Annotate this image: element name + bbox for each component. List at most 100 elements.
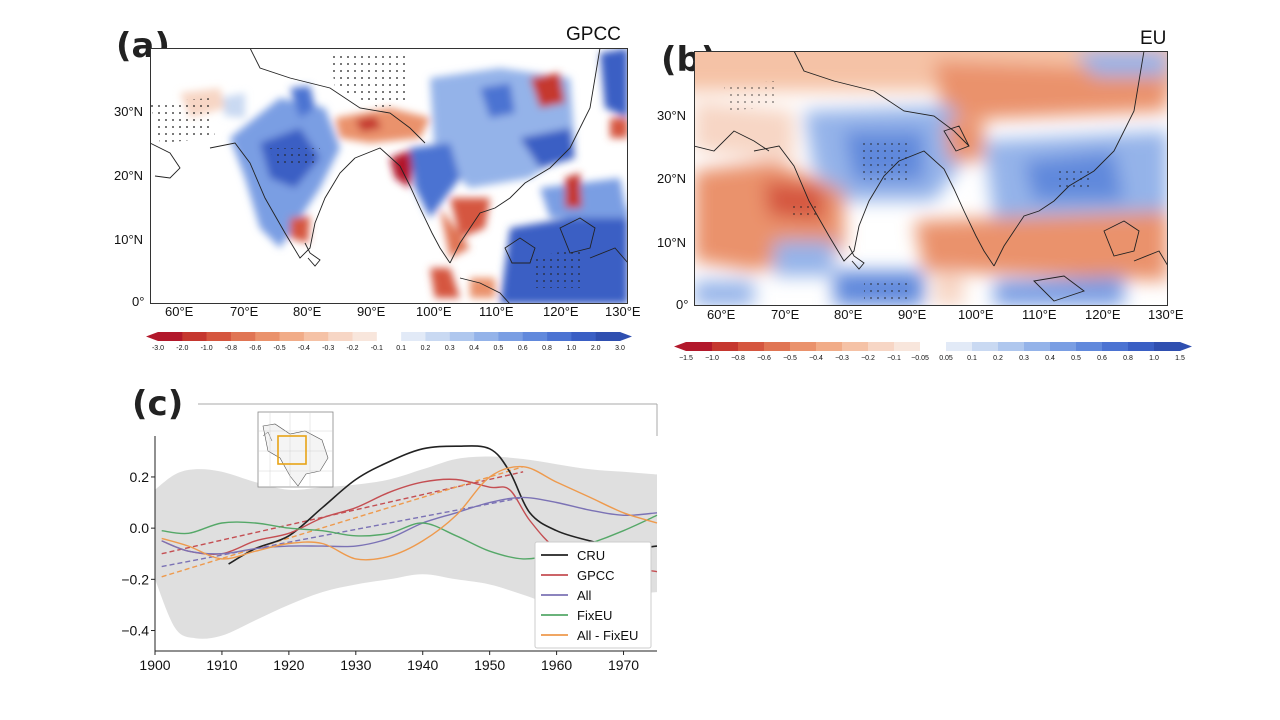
panel-b-colorbar-segment	[1024, 342, 1051, 351]
panel-b-colorbar-tick-label: −0.5	[783, 355, 797, 362]
panel-b-map	[694, 51, 1168, 306]
panel-a-colorbar-tick-label: -0.1	[371, 345, 383, 352]
panel-a-colorbar-segment	[547, 332, 572, 341]
panel-a-lon-label: 80°E	[293, 304, 322, 319]
panel-b-colorbar-tick-label: 1.5	[1175, 355, 1185, 362]
panel-b-colorbar-tick-label: −0.3	[835, 355, 849, 362]
panel-b-colorbar-tick-label: −0.8	[731, 355, 745, 362]
panel-b-colorbar-tick-label: 0.1	[967, 355, 977, 362]
panel-b-lat-label: 10°N	[657, 235, 687, 250]
panel-b-colorbar-tick-label: 0.5	[1071, 355, 1081, 362]
panel-a-lon-label: 100°E	[416, 304, 452, 319]
panel-b-colorbar-segment	[1154, 342, 1181, 351]
x-tick-label: 1960	[541, 657, 572, 673]
panel-b-title: EU	[1140, 28, 1167, 49]
panel-a-colorbar-segment	[425, 332, 451, 341]
legend-label: All - FixEU	[577, 628, 638, 643]
panel-a-colorbar-segment	[376, 332, 402, 341]
panel-a-colorbar-tick-label: -2.0	[176, 345, 188, 352]
panel-b-colorbar-segment	[946, 342, 973, 351]
panel-a-colorbar-segment	[206, 332, 232, 341]
panel-b-colorbar-tick-label: −0.4	[809, 355, 823, 362]
panel-a-colorbar-tick-label: -0.4	[298, 345, 310, 352]
panel-b-colorbar-tick-label: −0.2	[861, 355, 875, 362]
panel-a-lon-label: 70°E	[230, 304, 259, 319]
panel-c-timeseries-chart: 0.2 0.0 −0.2 −0.4 1900 1910 1920 1930 1940 1950 19…	[121, 403, 658, 673]
panel-a-colorbar-arrow-right	[620, 332, 632, 341]
x-tick-label: 1930	[340, 657, 371, 673]
panel-a-lon-label: 60°E	[165, 304, 194, 319]
panel-a-colorbar-tick-label: 3.0	[615, 345, 625, 352]
panel-b-colorbar-segment	[998, 342, 1025, 351]
panel-b-colorbar-segment	[1050, 342, 1077, 351]
panel-c-letter: (c)	[132, 384, 184, 424]
panel-b-colorbar-tick-label: 0.6	[1097, 355, 1107, 362]
x-tick-label: 1940	[407, 657, 438, 673]
x-tick-label: 1910	[206, 657, 237, 673]
chart-legend: CRU GPCC All FixEU All - FixEU	[534, 541, 652, 649]
panel-b-colorbar-arrow-right	[1180, 342, 1192, 351]
panel-b-colorbar-tick-label: −0.6	[757, 355, 771, 362]
panel-a-colorbar-tick-label: 0.1	[396, 345, 406, 352]
inset-location-map	[257, 411, 334, 488]
panel-a-colorbar-tick-label: 0.2	[421, 345, 431, 352]
legend-label: GPCC	[577, 568, 615, 583]
panel-a-colorbar-segment	[303, 332, 329, 341]
panel-b-lon-label: 90°E	[898, 307, 927, 322]
panel-b-colorbar: −1.5 −1.0 −0.8 −0.6 −0.5 −0.4 −0.3 −0.2 −0.1 −0.0…	[674, 342, 1192, 362]
panel-b-colorbar-segment	[712, 342, 739, 351]
panel-b-colorbar-tick-label: 0.8	[1123, 355, 1133, 362]
x-tick-label: 1900	[139, 657, 170, 673]
panel-a-colorbar-tick-label: 0.4	[469, 345, 479, 352]
panel-a-anomaly-field	[180, 48, 628, 304]
inset-region-box	[277, 435, 307, 465]
panel-b-colorbar-arrow-left	[674, 342, 686, 351]
panel-a-lon-label: 120°E	[543, 304, 579, 319]
x-tick-label: 1970	[608, 657, 639, 673]
panel-b-colorbar-tick-label: −1.0	[705, 355, 719, 362]
panel-b-colorbar-tick-label: 0.05	[939, 355, 953, 362]
series-line-all	[161, 496, 658, 555]
panel-b-colorbar-segment	[842, 342, 869, 351]
panel-b-colorbar-tick-label: −0.1	[887, 355, 901, 362]
panel-a-colorbar-segment	[230, 332, 256, 341]
y-tick-label: 0.2	[130, 469, 150, 485]
panel-a-colorbar: -3.0 -2.0 -1.0 -0.8 -0.6 -0.5 -0.4 -0.3 -0.2 -0.1…	[146, 332, 632, 352]
panel-b-colorbar-segment	[920, 342, 947, 351]
legend-label: FixEU	[577, 608, 612, 623]
panel-a-colorbar-tick-label: 1.0	[567, 345, 577, 352]
panel-a-lat-label: 0°	[132, 294, 145, 309]
panel-b-colorbar-tick-label: −0.05	[911, 355, 929, 362]
panel-b-colorbar-segment	[1076, 342, 1103, 351]
panel-a-colorbar-segment	[449, 332, 475, 341]
panel-a-colorbar-segment	[182, 332, 207, 341]
panel-a-colorbar-tick-label: 0.5	[494, 345, 504, 352]
panel-a-colorbar-tick-label: -0.2	[346, 345, 358, 352]
panel-b-lat-label: 30°N	[657, 108, 687, 123]
panel-b-colorbar-tick-label: −1.5	[679, 355, 693, 362]
panel-a-colorbar-tick-label: -3.0	[152, 345, 164, 352]
panel-b-colorbar-segment	[738, 342, 765, 351]
x-tick-label: 1920	[273, 657, 304, 673]
panel-a-lon-label: 90°E	[357, 304, 386, 319]
panel-a-colorbar-segment	[352, 332, 378, 341]
panel-b-colorbar-tick-label: 0.3	[1019, 355, 1029, 362]
y-tick-label: −0.2	[121, 571, 149, 587]
trend-line-all-fixeu	[161, 466, 524, 578]
y-tick-label: −0.4	[121, 623, 149, 639]
panel-a-colorbar-segment	[328, 332, 353, 341]
panel-a-colorbar-tick-label: 2.0	[591, 345, 601, 352]
series-line-all-fixeu	[161, 465, 658, 561]
panel-a-colorbar-tick-label: -0.5	[274, 345, 286, 352]
panel-b-colorbar-segment	[816, 342, 843, 351]
panel-a-colorbar-segment	[158, 332, 183, 341]
x-tick-label: 1950	[474, 657, 505, 673]
panel-a-colorbar-segment	[279, 332, 305, 341]
panel-b-colorbar-segment	[894, 342, 921, 351]
panel-b-lon-label: 110°E	[1022, 307, 1057, 322]
panel-a-colorbar-tick-label: 0.6	[518, 345, 528, 352]
panel-b-colorbar-segment	[790, 342, 817, 351]
spread-band	[155, 456, 657, 639]
panel-b-colorbar-segment	[1102, 342, 1129, 351]
panel-a-lon-label: 130°E	[605, 304, 641, 319]
